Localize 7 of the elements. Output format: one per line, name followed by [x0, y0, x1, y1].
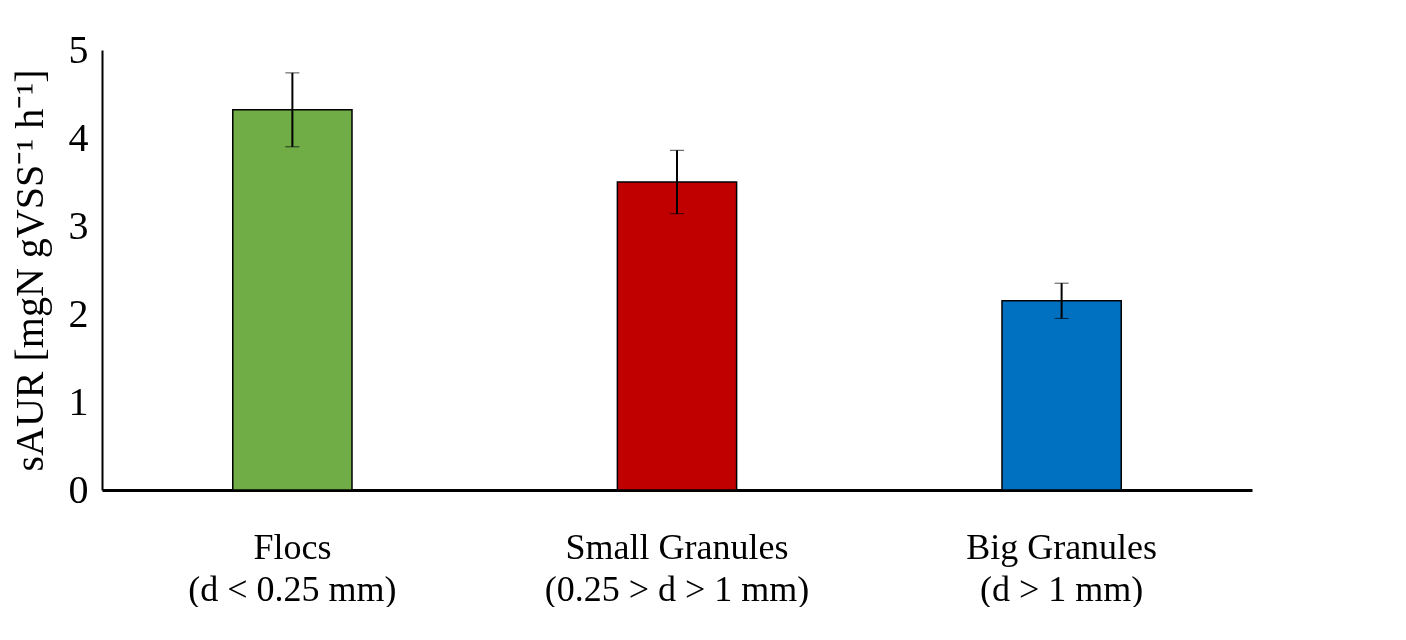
y-tick-label: 0 [68, 466, 89, 512]
y-tick-label: 4 [68, 114, 89, 160]
y-tick-label: 1 [68, 378, 89, 424]
y-tick-label: 2 [68, 290, 89, 336]
y-tick-label: 3 [68, 202, 89, 248]
y-axis-title: sAUR [mgN gVSS⁻¹ h⁻¹] [6, 69, 52, 472]
y-tick-label: 5 [68, 26, 89, 72]
